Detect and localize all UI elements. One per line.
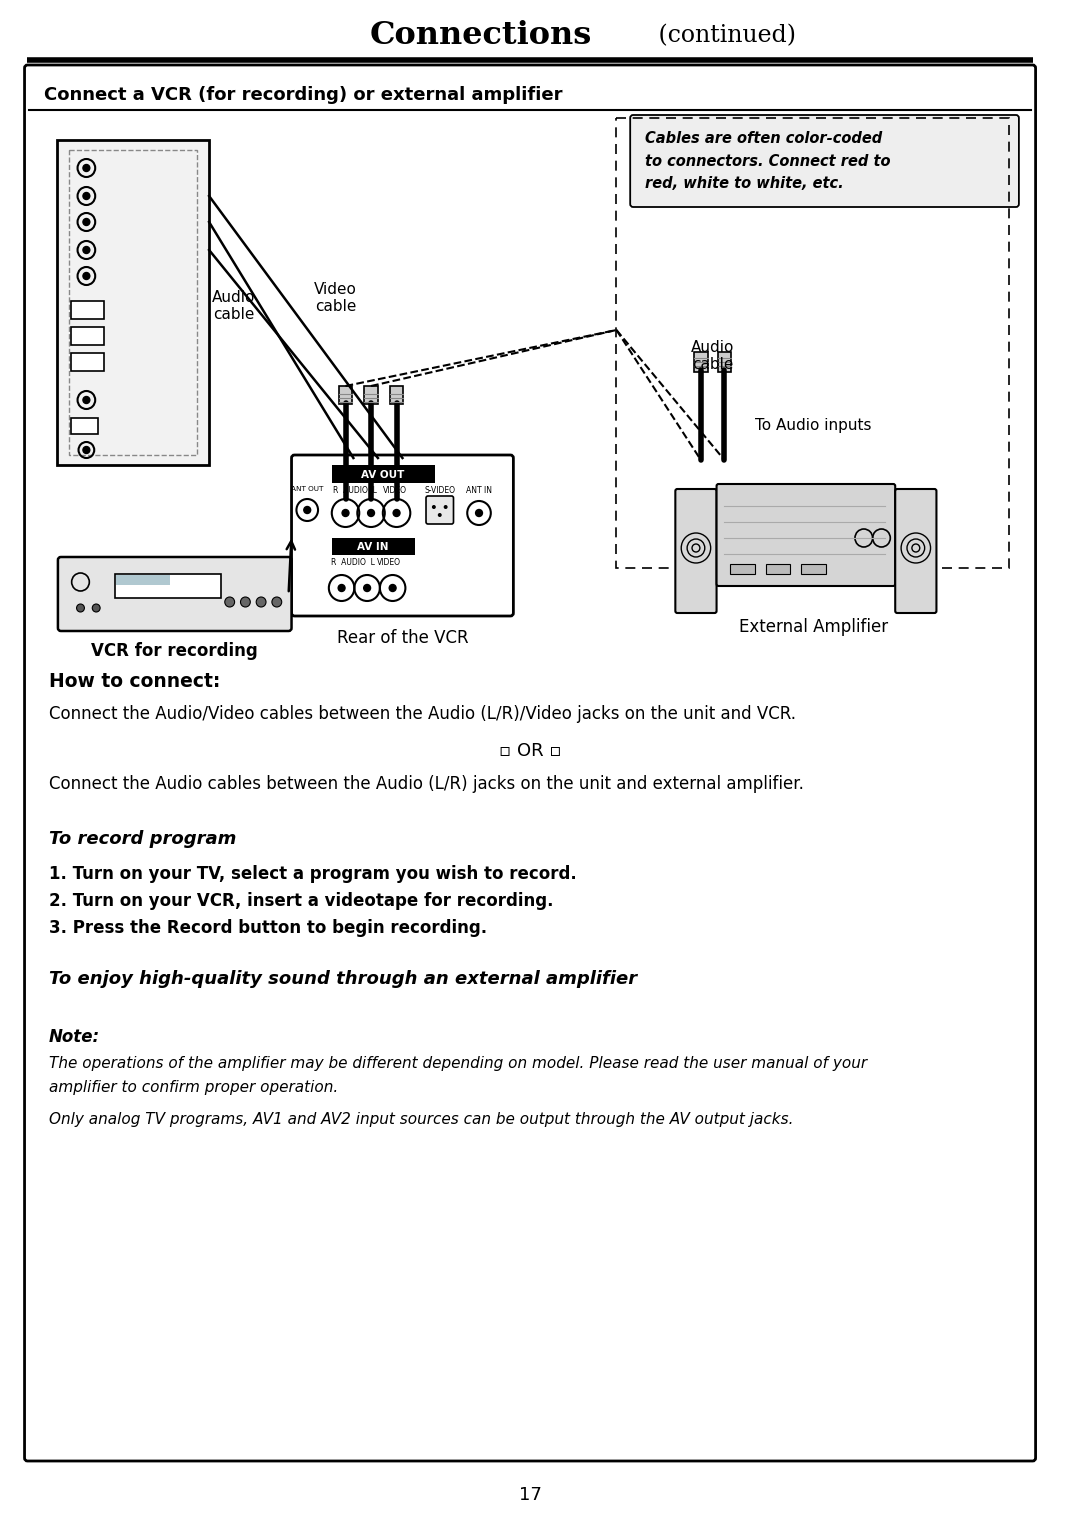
Circle shape xyxy=(83,446,90,454)
FancyBboxPatch shape xyxy=(25,66,1036,1461)
Text: 17: 17 xyxy=(518,1486,541,1504)
Bar xyxy=(57,140,210,466)
Bar xyxy=(69,150,198,455)
Bar xyxy=(114,574,220,599)
Circle shape xyxy=(303,507,311,513)
Text: To Audio inputs: To Audio inputs xyxy=(755,418,870,434)
Circle shape xyxy=(432,505,436,508)
Text: AV OUT: AV OUT xyxy=(361,470,405,479)
Circle shape xyxy=(272,597,282,608)
Text: Only analog TV programs, AV1 and AV2 input sources can be output through the AV : Only analog TV programs, AV1 and AV2 inp… xyxy=(49,1112,794,1127)
Text: Connect the Audio/Video cables between the Audio (L/R)/Video jacks on the unit a: Connect the Audio/Video cables between t… xyxy=(49,705,796,722)
Text: VIDEO: VIDEO xyxy=(382,486,406,495)
FancyBboxPatch shape xyxy=(675,489,716,612)
Text: 2. Turn on your VCR, insert a videotape for recording.: 2. Turn on your VCR, insert a videotape … xyxy=(49,892,554,910)
Circle shape xyxy=(338,585,345,591)
FancyBboxPatch shape xyxy=(58,557,292,631)
Bar xyxy=(717,353,731,373)
Circle shape xyxy=(77,605,84,612)
Circle shape xyxy=(83,246,90,253)
FancyBboxPatch shape xyxy=(426,496,454,524)
Text: R  AUDIO  L: R AUDIO L xyxy=(332,557,376,567)
Text: To record program: To record program xyxy=(49,831,237,847)
Circle shape xyxy=(241,597,251,608)
Bar xyxy=(332,538,415,554)
Text: amplifier to confirm proper operation.: amplifier to confirm proper operation. xyxy=(49,1080,338,1095)
Circle shape xyxy=(83,218,90,226)
Circle shape xyxy=(367,510,375,516)
Circle shape xyxy=(83,165,90,171)
Bar xyxy=(801,563,825,574)
FancyBboxPatch shape xyxy=(631,115,1018,208)
Bar xyxy=(70,327,104,345)
Bar xyxy=(70,353,104,371)
Text: VIDEO: VIDEO xyxy=(377,557,401,567)
Circle shape xyxy=(342,510,349,516)
Text: (continued): (continued) xyxy=(651,24,796,47)
Circle shape xyxy=(225,597,234,608)
FancyBboxPatch shape xyxy=(895,489,936,612)
Bar xyxy=(364,386,378,405)
Text: Audio
cable: Audio cable xyxy=(212,290,255,322)
Text: The operations of the amplifier may be different depending on model. Please read: The operations of the amplifier may be d… xyxy=(49,1057,867,1070)
Bar xyxy=(390,386,404,405)
Circle shape xyxy=(92,605,100,612)
Bar xyxy=(332,466,435,483)
Circle shape xyxy=(437,513,442,518)
Text: Connect the Audio cables between the Audio (L/R) jacks on the unit and external : Connect the Audio cables between the Aud… xyxy=(49,776,804,793)
Circle shape xyxy=(393,510,400,516)
FancyBboxPatch shape xyxy=(292,455,513,615)
Text: Video
cable: Video cable xyxy=(314,282,357,315)
Text: 1. Turn on your TV, select a program you wish to record.: 1. Turn on your TV, select a program you… xyxy=(49,864,577,883)
Text: Note:: Note: xyxy=(49,1028,100,1046)
Text: R  AUDIO  L: R AUDIO L xyxy=(334,486,377,495)
Text: How to connect:: How to connect: xyxy=(49,672,220,692)
Text: External Amplifier: External Amplifier xyxy=(739,618,889,637)
Text: Rear of the VCR: Rear of the VCR xyxy=(337,629,469,647)
Text: ▫ OR ▫: ▫ OR ▫ xyxy=(499,742,562,760)
Bar xyxy=(116,576,170,585)
Text: 3. Press the Record button to begin recording.: 3. Press the Record button to begin reco… xyxy=(49,919,487,938)
Circle shape xyxy=(364,585,370,591)
Bar xyxy=(766,563,791,574)
Circle shape xyxy=(475,510,483,516)
Text: ANT OUT: ANT OUT xyxy=(291,486,323,492)
Circle shape xyxy=(389,585,396,591)
Text: VCR for recording: VCR for recording xyxy=(92,641,258,660)
Circle shape xyxy=(444,505,447,508)
Circle shape xyxy=(83,192,90,200)
Circle shape xyxy=(83,397,90,403)
Text: To enjoy high-quality sound through an external amplifier: To enjoy high-quality sound through an e… xyxy=(49,970,637,988)
Bar xyxy=(694,353,707,373)
Text: S-VIDEO: S-VIDEO xyxy=(424,486,456,495)
Circle shape xyxy=(256,597,266,608)
Text: AV IN: AV IN xyxy=(357,542,389,551)
Text: Connections: Connections xyxy=(369,20,592,52)
Text: Connect a VCR (for recording) or external amplifier: Connect a VCR (for recording) or externa… xyxy=(44,86,563,104)
Text: Cables are often color-coded
to connectors. Connect red to
red, white to white, : Cables are often color-coded to connecto… xyxy=(645,131,890,191)
Text: ANT IN: ANT IN xyxy=(465,486,492,495)
Bar xyxy=(70,418,98,434)
Bar xyxy=(730,563,755,574)
Circle shape xyxy=(83,272,90,279)
Bar xyxy=(339,386,352,405)
Text: Audio
cable: Audio cable xyxy=(691,341,734,373)
FancyBboxPatch shape xyxy=(716,484,895,586)
Bar xyxy=(70,301,104,319)
